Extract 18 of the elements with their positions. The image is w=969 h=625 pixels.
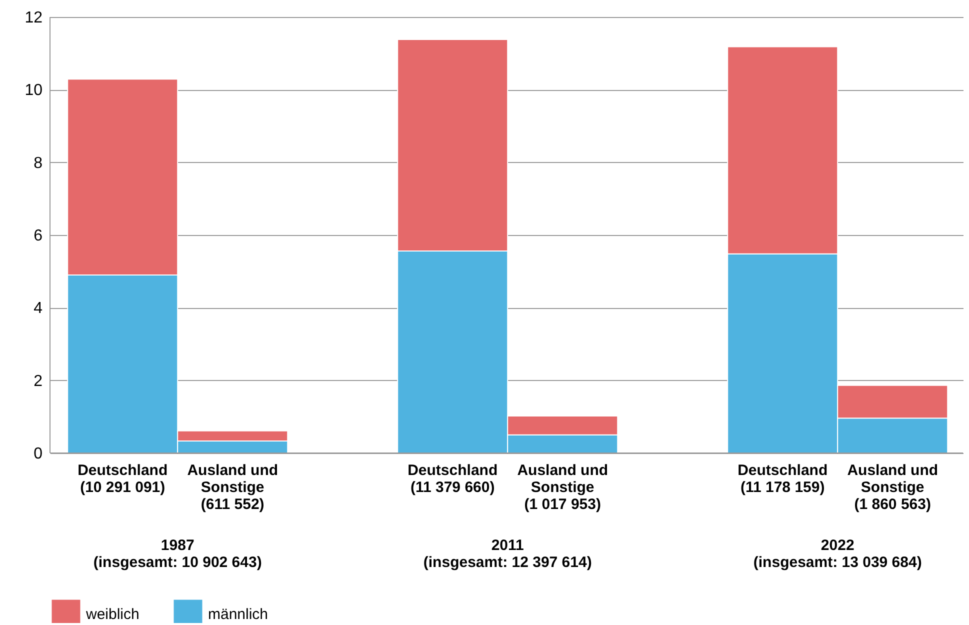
x-tick-label: Ausland und Sonstige (1 017 953) xyxy=(517,462,608,513)
text: 1987 (insgesamt: 10 902 643) xyxy=(93,537,262,571)
y-tick-label: 0 xyxy=(34,446,43,462)
x-tick-label: Deutschland (10 291 091) xyxy=(78,462,168,496)
legend-label: männlich xyxy=(208,606,268,623)
y-tick-label: 8 xyxy=(34,154,43,172)
y-tick-label: 4 xyxy=(34,300,43,318)
text: 2011 (insgesamt: 12 397 614) xyxy=(423,537,592,571)
y-tick-label: 12 xyxy=(24,10,43,26)
y-tick-label: 2 xyxy=(34,372,43,390)
y-tick-label: 10 xyxy=(24,82,43,100)
y-tick-label: 6 xyxy=(34,228,43,244)
text: 2022 (insgesamt: 13 039 684) xyxy=(753,537,922,571)
x-tick-label: Ausland und Sonstige (1 860 563) xyxy=(847,462,938,513)
x-tick-label: Deutschland (11 178 159) xyxy=(738,462,828,496)
legend-label: weiblich xyxy=(85,606,140,623)
x-tick-label: Deutschland (11 379 660) xyxy=(408,462,498,496)
x-tick-label: Ausland und Sonstige (611 552) xyxy=(187,462,278,513)
